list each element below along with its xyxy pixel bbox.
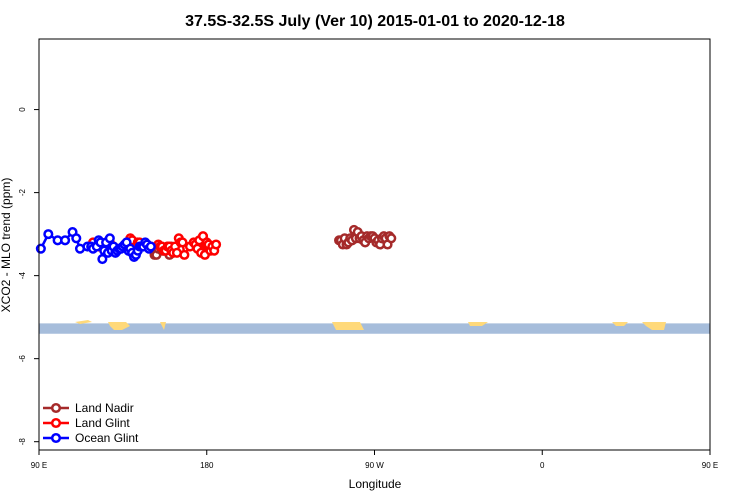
legend-marker [50, 417, 62, 429]
y-tick-label: -6 [18, 355, 27, 363]
land-patch [468, 322, 488, 326]
legend-label: Land Glint [75, 416, 130, 430]
data-point [104, 233, 115, 244]
land-patch [332, 322, 364, 330]
legend-marker [50, 432, 62, 444]
ocean-band [39, 323, 710, 334]
chart-title: 37.5S-32.5S July (Ver 10) 2015-01-01 to … [185, 13, 565, 30]
legend-label: Land Nadir [75, 401, 134, 415]
y-tick-label: -2 [18, 189, 27, 197]
land-patch [108, 322, 130, 330]
x-tick-label: 180 [200, 461, 214, 470]
legend-item: Land Nadir [43, 401, 134, 415]
data-point [179, 249, 190, 260]
data-point [43, 229, 54, 240]
data-point [177, 237, 188, 248]
y-tick-label: -8 [18, 438, 27, 446]
x-tick-label: 0 [540, 461, 545, 470]
x-axis: 90 E 180 90 W 0 90 E [31, 450, 718, 470]
data-point [60, 235, 71, 246]
y-axis-label: XCO2 - MLO trend (ppm) [0, 178, 13, 313]
data-point [35, 243, 46, 254]
land-patch [75, 320, 92, 324]
land-patch [612, 322, 628, 326]
data-point [211, 239, 222, 250]
y-tick-label: 0 [18, 107, 27, 112]
series-layer [35, 224, 397, 265]
data-point [71, 233, 82, 244]
series-ocean-glint [35, 226, 156, 265]
data-point [386, 233, 397, 244]
legend-item: Ocean Glint [43, 431, 139, 445]
x-axis-label: Longitude [349, 477, 402, 491]
x-tick-label: 90 W [365, 461, 384, 470]
legend-marker [50, 402, 62, 414]
data-point [145, 241, 156, 252]
legend-label: Ocean Glint [75, 431, 139, 445]
y-axis: 0 -2 -4 -6 -8 [18, 107, 39, 445]
legend-item: Land Glint [43, 416, 130, 430]
land-patch [642, 322, 666, 330]
land-patch [160, 322, 166, 330]
x-tick-label: 90 E [31, 461, 47, 470]
x-tick-label: 90 E [702, 461, 718, 470]
y-tick-label: -4 [18, 272, 27, 280]
map-strip [39, 320, 710, 334]
